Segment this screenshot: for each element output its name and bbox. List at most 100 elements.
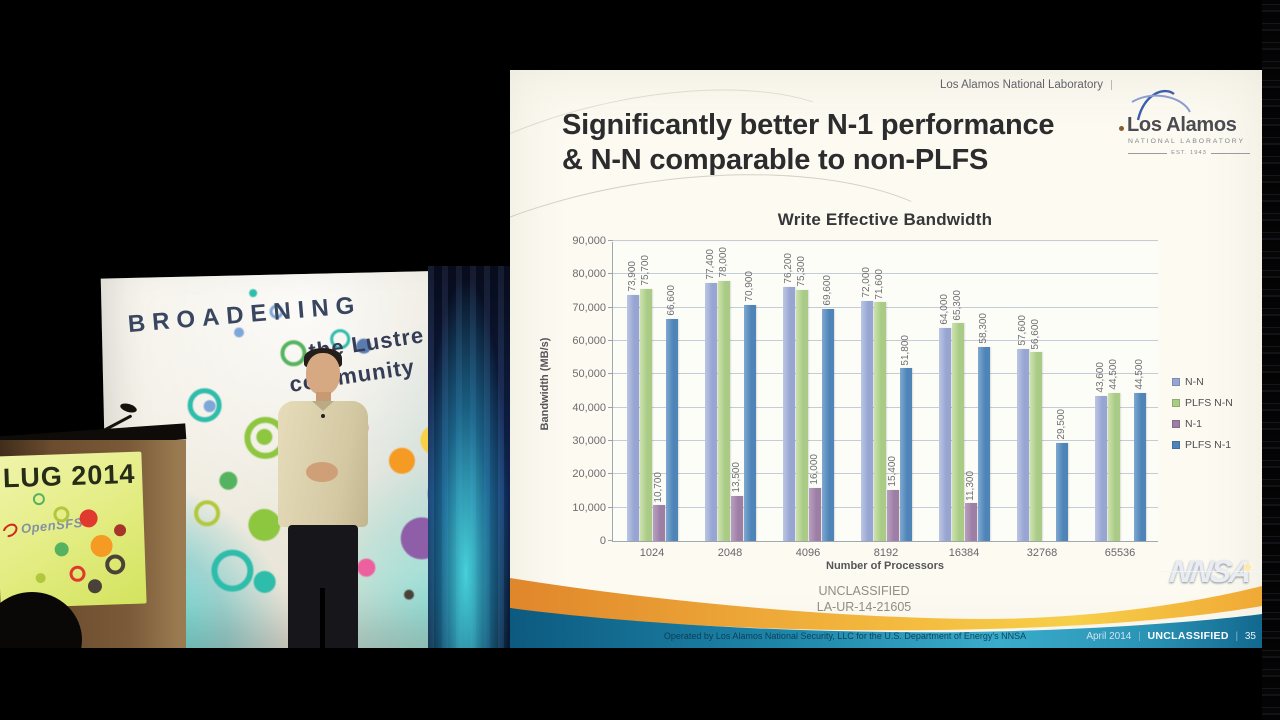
legend-label: PLFS N-N bbox=[1185, 397, 1233, 409]
bar-value-label: 75,700 bbox=[636, 255, 656, 286]
bar-group-1024: 73,900 75,700 10,700 66,600 bbox=[613, 242, 691, 541]
legend-item-N-1: N-1 bbox=[1172, 418, 1233, 430]
presenter-legs bbox=[320, 588, 325, 650]
bar-value-text: 58,300 bbox=[978, 313, 989, 344]
y-tick-label: 40,000 bbox=[572, 401, 606, 414]
bar-value-text: 10,700 bbox=[653, 471, 664, 503]
lug-2014-sign-title: LUG 2014 bbox=[2, 458, 136, 494]
gridline bbox=[613, 340, 1158, 341]
footer-classification: UNCLASSIFIED bbox=[1147, 630, 1229, 642]
bubble-decoration bbox=[403, 589, 415, 600]
ytickmark bbox=[608, 240, 613, 241]
presenter-neck bbox=[316, 392, 331, 403]
los-alamos-logo: Los Alamos NATIONAL LABORATORY EST. 1943 bbox=[1118, 86, 1260, 170]
chart-legend: N-N PLFS N-N N-1 PLFS N-1 bbox=[1172, 376, 1233, 451]
bar-value-text: 44,500 bbox=[1108, 359, 1119, 390]
bar-value-label: 58,300 bbox=[974, 313, 994, 344]
bar-PLFS N-N bbox=[1107, 392, 1120, 541]
legend-label: N-1 bbox=[1185, 418, 1202, 430]
est-rule-left bbox=[1128, 152, 1168, 154]
opensfs-swirl-icon bbox=[0, 520, 21, 540]
footer-slide-number: 35 bbox=[1244, 631, 1256, 642]
bubble-decoration bbox=[35, 572, 46, 584]
bubble-decoration bbox=[104, 554, 126, 575]
x-tick-label: 16384 bbox=[948, 547, 980, 559]
los-alamos-swoosh-icon bbox=[1131, 89, 1191, 121]
footer-right-text: April 2014 | UNCLASSIFIED | 35 bbox=[1086, 630, 1256, 642]
bar-N-N bbox=[782, 287, 795, 541]
legend-swatch-icon bbox=[1172, 378, 1180, 386]
gridline bbox=[613, 473, 1158, 475]
bar-group-32768: 57,600 56,600 29,500 bbox=[1003, 242, 1081, 541]
ytickmark bbox=[608, 440, 613, 441]
slide-footer: NNSA ✹ Operated by Los Alamos National S… bbox=[510, 554, 1262, 648]
bar-PLFS N-1 bbox=[665, 319, 678, 541]
bar-N-1 bbox=[652, 505, 665, 541]
presenter-hands bbox=[306, 462, 338, 482]
bar-value-label: 44,500 bbox=[1104, 359, 1124, 390]
bar-PLFS N-N bbox=[717, 281, 730, 541]
bar-PLFS N-N bbox=[951, 323, 964, 541]
bar-value-text: 69,600 bbox=[822, 275, 833, 306]
bubble-decoration bbox=[388, 447, 416, 475]
y-tick-label: 10,000 bbox=[572, 501, 606, 514]
y-tick-label: 30,000 bbox=[572, 435, 606, 447]
footer-operated-text: Operated by Los Alamos National Security… bbox=[663, 631, 1027, 641]
podium-sign: LUG 2014 OpenSFS bbox=[0, 451, 147, 609]
bar-N-N bbox=[626, 294, 639, 541]
los-alamos-logo-est: EST. 1943 bbox=[1128, 150, 1250, 156]
x-tick-label: 1024 bbox=[639, 547, 665, 559]
y-tick-label: 20,000 bbox=[572, 468, 606, 481]
x-tick-label: 32768 bbox=[1026, 547, 1058, 559]
slide-title: Significantly better N-1 performance & N… bbox=[562, 108, 1055, 178]
ytickmark bbox=[608, 306, 613, 308]
stage-curtain bbox=[428, 266, 512, 650]
y-tick-label: 90,000 bbox=[572, 235, 606, 247]
video-edge-artifacts bbox=[1262, 0, 1280, 720]
bar-PLFS N-N bbox=[873, 302, 886, 541]
bubble-decoration bbox=[219, 471, 238, 490]
ytickmark bbox=[608, 506, 613, 508]
classification-text: UNCLASSIFIED bbox=[818, 584, 910, 598]
bar-value-text: 75,700 bbox=[640, 255, 651, 286]
bar-value-label: 44,500 bbox=[1130, 359, 1150, 390]
est-rule-right bbox=[1210, 152, 1250, 154]
y-tick-label: 80,000 bbox=[572, 268, 606, 281]
legend-swatch-icon bbox=[1172, 441, 1180, 449]
bar-PLFS N-1 bbox=[977, 346, 990, 541]
x-tick-label: 8192 bbox=[873, 547, 899, 559]
bar-value-text: 65,300 bbox=[952, 289, 963, 321]
classification-block: UNCLASSIFIED LA-UR-14-21605 bbox=[510, 584, 1218, 615]
banner-text-broadening: BROADENING bbox=[126, 291, 363, 339]
bar-value-label: 75,300 bbox=[792, 256, 812, 287]
chart-title: Write Effective Bandwidth bbox=[777, 210, 993, 229]
bar-N-N bbox=[938, 327, 951, 541]
los-alamos-logo-dot bbox=[1119, 126, 1124, 131]
x-tick-label: 2048 bbox=[717, 547, 743, 559]
bubble-decoration bbox=[90, 534, 113, 558]
legend-item-N-N: N-N bbox=[1172, 376, 1233, 388]
gridline bbox=[613, 406, 1158, 408]
est-text: EST. 1943 bbox=[1171, 150, 1207, 156]
los-alamos-logo-name: Los Alamos bbox=[1127, 114, 1237, 136]
bubble-decoration bbox=[193, 499, 221, 527]
nnsa-logo-line bbox=[1160, 571, 1262, 573]
legend-item-PLFS N-N: PLFS N-N bbox=[1172, 397, 1233, 409]
gridline bbox=[613, 506, 1158, 508]
ytickmark bbox=[608, 540, 613, 541]
legend-item-PLFS N-1: PLFS N-1 bbox=[1172, 439, 1233, 451]
bar-PLFS N-1 bbox=[1133, 392, 1146, 541]
bar-group-2048: 77,400 78,000 13,500 70,900 bbox=[691, 242, 769, 541]
bar-value-text: 15,400 bbox=[887, 456, 898, 487]
report-number: LA-UR-14-21605 bbox=[816, 599, 912, 614]
bar-group-65536: 43,600 44,500 44,500 bbox=[1081, 242, 1159, 541]
x-tick-label: 4096 bbox=[795, 547, 821, 559]
ytickmark bbox=[608, 273, 613, 275]
bar-N-1 bbox=[886, 489, 899, 541]
bar-chart-plot-area: 0 10,000 20,000 30,000 40,000 50,000 60,000 70,… bbox=[572, 235, 1159, 559]
letterbox-bottom bbox=[0, 648, 1280, 720]
footer-date: April 2014 bbox=[1086, 631, 1132, 642]
legend-swatch-icon bbox=[1172, 420, 1180, 428]
bubble-decoration bbox=[79, 509, 98, 528]
